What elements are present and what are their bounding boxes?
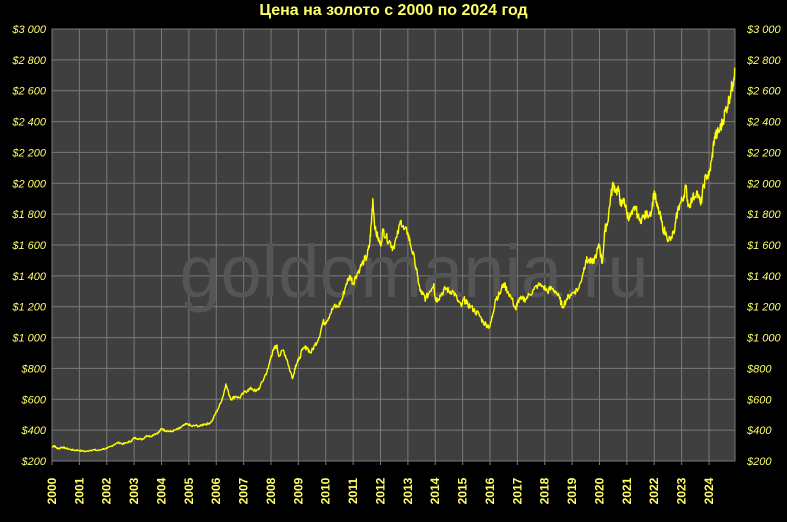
y-tick-label-right: $1 200 xyxy=(746,302,782,314)
x-tick-label: 2007 xyxy=(237,477,251,504)
x-tick-label: 2015 xyxy=(456,477,470,504)
y-tick-label-left: $2 800 xyxy=(11,55,47,67)
x-tick-label: 2012 xyxy=(373,477,387,504)
x-tick-label: 2005 xyxy=(182,477,196,504)
x-tick-label: 2019 xyxy=(565,477,579,504)
y-tick-label-right: $1 600 xyxy=(746,240,782,252)
x-axis: 2000 2001 2002 2003 2004 2005 2006 2007 2008 2009… xyxy=(45,477,716,504)
y-tick-label-left: $800 xyxy=(21,363,47,375)
y-tick-label-right: $800 xyxy=(746,363,772,375)
x-tick-label: 2021 xyxy=(620,477,634,504)
y-tick-label-right: $2 000 xyxy=(746,178,782,190)
y-tick-label-left: $1 400 xyxy=(11,271,47,283)
chart-title: Цена на золото с 2000 по 2024 год xyxy=(259,2,528,19)
x-tick-label: 2018 xyxy=(538,477,552,504)
x-tick-label: 2013 xyxy=(401,477,415,504)
x-tick-label: 2003 xyxy=(127,477,141,504)
x-tick-label: 2008 xyxy=(264,477,278,504)
y-tick-label-right: $600 xyxy=(746,394,772,406)
y-tick-label-left: $1 600 xyxy=(11,240,47,252)
y-tick-label-right: $200 xyxy=(746,456,772,468)
y-tick-label-right: $3 000 xyxy=(746,24,782,36)
y-tick-label-right: $1 400 xyxy=(746,271,782,283)
x-tick-label: 2017 xyxy=(510,477,524,504)
x-tick-label: 2004 xyxy=(154,477,168,504)
y-tick-label-left: $1 000 xyxy=(11,333,47,345)
y-tick-label-right: $2 200 xyxy=(746,147,782,159)
x-tick-label: 2006 xyxy=(209,477,223,504)
y-tick-label-right: $2 400 xyxy=(746,117,782,129)
y-axis-right: $200 $400 $600 $800 $1 000 $1 200 $1 400 $1 600… xyxy=(746,24,782,468)
x-tick-label: 2024 xyxy=(702,477,716,504)
y-tick-label-left: $1 200 xyxy=(11,302,47,314)
y-tick-label-left: $1 800 xyxy=(11,209,47,221)
x-tick-label: 2010 xyxy=(319,477,333,504)
y-tick-label-left: $600 xyxy=(21,394,47,406)
x-tick-label: 2000 xyxy=(45,477,59,504)
y-tick-label-left: $2 600 xyxy=(11,86,47,98)
x-tick-label: 2020 xyxy=(592,477,606,504)
y-axis-left: $200 $400 $600 $800 $1 000 $1 200 $1 400 $1 600… xyxy=(11,24,47,468)
x-tick-label: 2023 xyxy=(675,477,689,504)
y-tick-label-left: $2 000 xyxy=(11,178,47,190)
watermark-text: goldomania.ru xyxy=(180,230,649,313)
x-tick-label: 2002 xyxy=(100,477,114,504)
gold-price-line xyxy=(51,67,736,453)
x-tick-label: 2014 xyxy=(428,477,442,504)
y-tick-label-left: $2 400 xyxy=(11,117,47,129)
x-tick-label: 2001 xyxy=(72,477,86,504)
y-tick-label-left: $400 xyxy=(21,425,47,437)
y-tick-label-right: $2 600 xyxy=(746,86,782,98)
y-tick-label-left: $200 xyxy=(21,456,47,468)
x-tick-label: 2022 xyxy=(647,477,661,504)
y-tick-label-right: $1 000 xyxy=(746,333,782,345)
y-tick-label-right: $2 800 xyxy=(746,55,782,67)
y-tick-label-right: $1 800 xyxy=(746,209,782,221)
y-tick-label-left: $2 200 xyxy=(11,147,47,159)
x-tick-label: 2009 xyxy=(291,477,305,504)
y-tick-label-left: $3 000 xyxy=(11,24,47,36)
x-tick-label: 2011 xyxy=(346,478,360,504)
y-tick-label-right: $400 xyxy=(746,425,772,437)
x-tick-label: 2016 xyxy=(483,477,497,504)
gridlines xyxy=(51,28,735,465)
